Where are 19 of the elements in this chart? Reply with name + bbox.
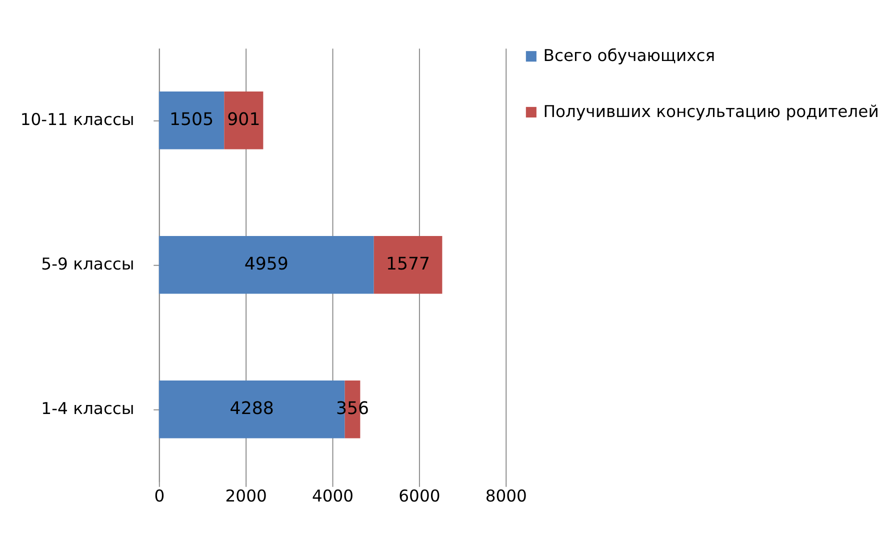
- data-label: 4959: [244, 254, 288, 275]
- y-tick-label: 5-9 классы: [41, 254, 134, 274]
- x-tick-label: 2000: [225, 486, 267, 506]
- x-tick-label: 6000: [398, 486, 440, 506]
- bar: [224, 92, 264, 150]
- x-tick-label: 0: [154, 486, 165, 506]
- y-tick-label: 10-11 классы: [20, 110, 134, 130]
- data-label: 4288: [230, 399, 274, 420]
- bar: [374, 236, 442, 294]
- x-tick-label: 8000: [485, 486, 527, 506]
- data-label: 1577: [386, 254, 430, 275]
- data-label: 1505: [169, 110, 214, 130]
- x-tick-label: 4000: [312, 486, 354, 506]
- y-tick-label: 1-4 классы: [41, 399, 134, 418]
- legend-label: Получивших консультацию родителей: [543, 102, 879, 122]
- legend-label: Всего обучающихся: [543, 46, 716, 66]
- bar: [158, 92, 224, 150]
- data-label: 901: [227, 110, 260, 130]
- bar: [158, 236, 374, 294]
